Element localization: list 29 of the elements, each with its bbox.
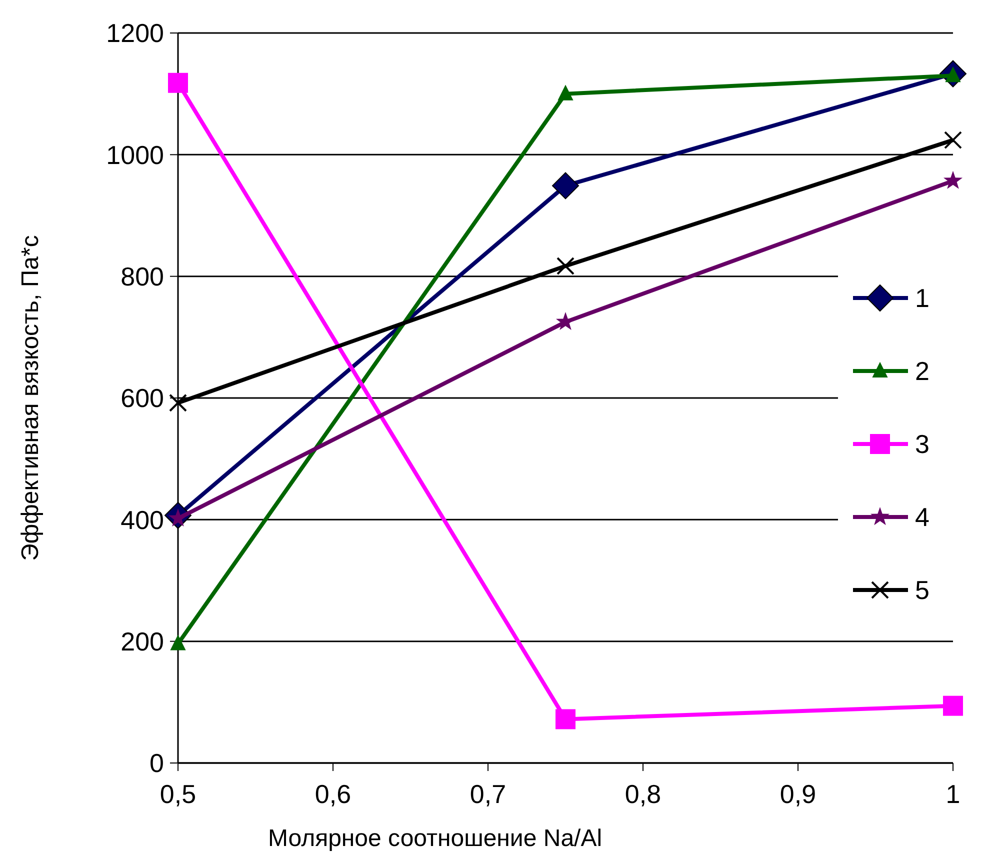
y-tick-label: 200	[120, 626, 164, 656]
x-tick-label: 0,8	[624, 779, 662, 809]
point	[944, 131, 962, 150]
y-axis-title: Эффективная вязкость, Па*с	[17, 235, 44, 561]
y-tick-label: 0	[150, 748, 164, 778]
point	[558, 85, 573, 100]
x-tick-label: 0,6	[314, 779, 352, 809]
x-tick-label: 0,9	[780, 779, 816, 809]
point	[169, 394, 187, 412]
legend-label: 2	[915, 356, 930, 386]
x-tick-label: 1	[946, 779, 960, 809]
y-tick-label: 600	[120, 383, 164, 414]
point	[943, 170, 963, 189]
y-tick-label: 800	[120, 261, 164, 292]
point	[556, 256, 574, 275]
point	[943, 696, 963, 716]
point	[556, 709, 576, 730]
y-tick-label: 1000	[106, 140, 164, 170]
x-tick-label: 0,7	[470, 779, 506, 809]
legend-label: 3	[915, 429, 930, 460]
x-axis-title: Молярное соотношение Na/Al	[268, 825, 602, 852]
legend-label: 4	[915, 502, 930, 532]
point	[552, 172, 579, 200]
point	[168, 72, 188, 93]
legend-label: 1	[915, 283, 930, 314]
y-tick-label: 1200	[106, 18, 164, 48]
x-tick-label: 0,5	[160, 779, 196, 809]
legend-label: 5	[915, 575, 930, 606]
y-tick-label: 400	[120, 504, 164, 535]
